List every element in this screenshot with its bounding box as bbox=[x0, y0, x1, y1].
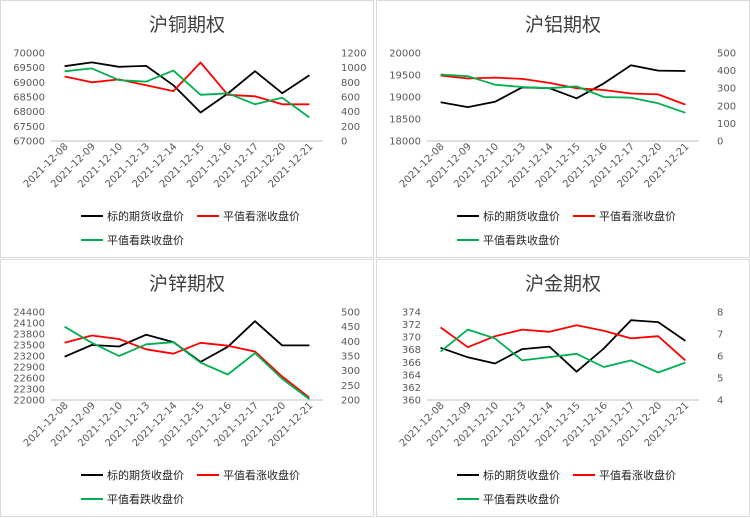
series-line-futures bbox=[64, 320, 310, 363]
y-right-tick-label: 400 bbox=[717, 66, 736, 77]
y-left-tick-label: 18000 bbox=[389, 137, 421, 148]
y-left-tick-label: 22600 bbox=[13, 374, 45, 385]
y-right-tick-label: 200 bbox=[341, 122, 360, 133]
y-left-tick-label: 68500 bbox=[13, 93, 45, 104]
y-left-tick-label: 20000 bbox=[389, 49, 421, 60]
chart-svg-copper: 67000 67500 68000 68500 69000 69500 70000 0 200 4… bbox=[13, 49, 366, 248]
y-right-tick-label: 7 bbox=[717, 330, 723, 341]
y-left-tick-label: 22300 bbox=[13, 385, 45, 396]
chart-title: 沪铜期权 bbox=[148, 14, 225, 36]
y-right-tick-label: 1000 bbox=[341, 63, 366, 74]
legend-label: 平值看跌收盘价 bbox=[107, 492, 184, 506]
series-line-futures bbox=[64, 61, 310, 114]
series-line-call bbox=[440, 324, 686, 362]
y-right-tick-label: 0 bbox=[341, 137, 347, 148]
series-line-put bbox=[440, 328, 686, 374]
y-left-tick-label: 366 bbox=[402, 358, 421, 369]
y-right-tick-label: 4 bbox=[717, 396, 723, 407]
y-right-tick-label: 200 bbox=[341, 396, 360, 407]
y-left-tick-label: 69500 bbox=[13, 63, 45, 74]
chart-title: 沪锌期权 bbox=[148, 273, 225, 295]
y-right-tick-label: 400 bbox=[341, 107, 360, 118]
legend-label: 标的期货收盘价 bbox=[107, 468, 184, 482]
legend-label: 平值看涨收盘价 bbox=[599, 209, 676, 223]
y-left-tick-label: 22000 bbox=[13, 396, 45, 407]
y-right-tick-label: 300 bbox=[341, 366, 360, 377]
chart-title: 沪金期权 bbox=[524, 273, 601, 295]
y-right-tick-label: 1200 bbox=[341, 49, 366, 60]
chart-svg-aluminum: 18000 18500 19000 19500 20000 0 100 200 300 400 50… bbox=[389, 49, 736, 248]
chart-panel-zinc: 沪锌期权 22000 22300 22600 22900 23200 23500 23800… bbox=[0, 259, 374, 517]
legend-label: 平值看跌收盘价 bbox=[483, 233, 560, 247]
y-right-tick-label: 0 bbox=[717, 137, 723, 148]
y-right-tick-label: 500 bbox=[717, 49, 736, 60]
chart-title: 沪铝期权 bbox=[524, 14, 601, 36]
y-left-tick-label: 68000 bbox=[13, 107, 45, 118]
chart-svg-zinc: 2200022300226002290023200235002380024100… bbox=[13, 308, 360, 507]
y-left-tick-label: 23800 bbox=[13, 330, 45, 341]
legend-label: 平值看涨收盘价 bbox=[223, 468, 300, 482]
series-line-call bbox=[64, 334, 310, 399]
y-right-tick-label: 400 bbox=[341, 337, 360, 348]
legend-label: 平值看涨收盘价 bbox=[599, 468, 676, 482]
y-right-tick-label: 8 bbox=[717, 308, 723, 319]
y-right-tick-label: 350 bbox=[341, 352, 360, 363]
y-left-tick-label: 19500 bbox=[389, 71, 421, 82]
chart-panel-aluminum: 沪铝期权 18000 18500 19000 19500 20000 0 100 200 300… bbox=[376, 0, 750, 258]
y-right-tick-label: 5 bbox=[717, 374, 723, 385]
y-right-tick-label: 500 bbox=[341, 308, 360, 319]
y-left-tick-label: 19000 bbox=[389, 93, 421, 104]
y-right-tick-label: 300 bbox=[717, 84, 736, 95]
y-left-tick-label: 67500 bbox=[13, 122, 45, 133]
y-left-tick-label: 370 bbox=[402, 333, 421, 344]
series-line-put bbox=[64, 325, 310, 400]
y-left-tick-label: 362 bbox=[402, 383, 421, 394]
y-left-tick-label: 69000 bbox=[13, 78, 45, 89]
y-left-tick-label: 24400 bbox=[13, 308, 45, 319]
y-right-tick-label: 800 bbox=[341, 78, 360, 89]
y-left-tick-label: 372 bbox=[402, 320, 421, 331]
y-right-tick-label: 600 bbox=[341, 93, 360, 104]
series-line-call bbox=[440, 74, 686, 106]
y-left-tick-label: 23200 bbox=[13, 352, 45, 363]
y-right-tick-label: 200 bbox=[717, 101, 736, 112]
y-left-tick-label: 364 bbox=[402, 370, 421, 381]
chart-panel-gold: 沪金期权 360 362 364 366 368 370 372 374 4 5 6 7 8 2021-1… bbox=[376, 259, 750, 517]
y-left-tick-label: 23500 bbox=[13, 341, 45, 352]
y-right-tick-label: 6 bbox=[717, 352, 723, 363]
legend-label: 平值看涨收盘价 bbox=[223, 209, 300, 223]
y-left-tick-label: 374 bbox=[402, 308, 421, 319]
series-line-futures bbox=[440, 64, 686, 108]
chart-panel-copper: 沪铜期权 67000 67500 68000 68500 69000 69500 70000… bbox=[0, 0, 374, 258]
y-left-tick-label: 368 bbox=[402, 345, 421, 356]
series-line-put bbox=[64, 67, 310, 119]
legend-label: 标的期货收盘价 bbox=[483, 468, 560, 482]
y-right-tick-label: 450 bbox=[341, 322, 360, 333]
y-right-tick-label: 100 bbox=[717, 119, 736, 130]
chart-svg-gold: 360362364366368370372374456782021-12-082… bbox=[398, 308, 724, 507]
y-left-tick-label: 67000 bbox=[13, 137, 45, 148]
y-left-tick-label: 360 bbox=[402, 396, 421, 407]
y-left-tick-label: 18500 bbox=[389, 115, 421, 126]
legend-label: 标的期货收盘价 bbox=[107, 209, 184, 223]
y-left-tick-label: 70000 bbox=[13, 49, 45, 60]
y-left-tick-label: 24100 bbox=[13, 319, 45, 330]
legend-label: 平值看跌收盘价 bbox=[483, 492, 560, 506]
y-right-tick-label: 250 bbox=[341, 381, 360, 392]
y-left-tick-label: 22900 bbox=[13, 363, 45, 374]
series-line-futures bbox=[440, 319, 686, 373]
legend-label: 平值看跌收盘价 bbox=[107, 233, 184, 247]
series-line-put bbox=[440, 73, 686, 114]
legend-label: 标的期货收盘价 bbox=[483, 209, 560, 223]
